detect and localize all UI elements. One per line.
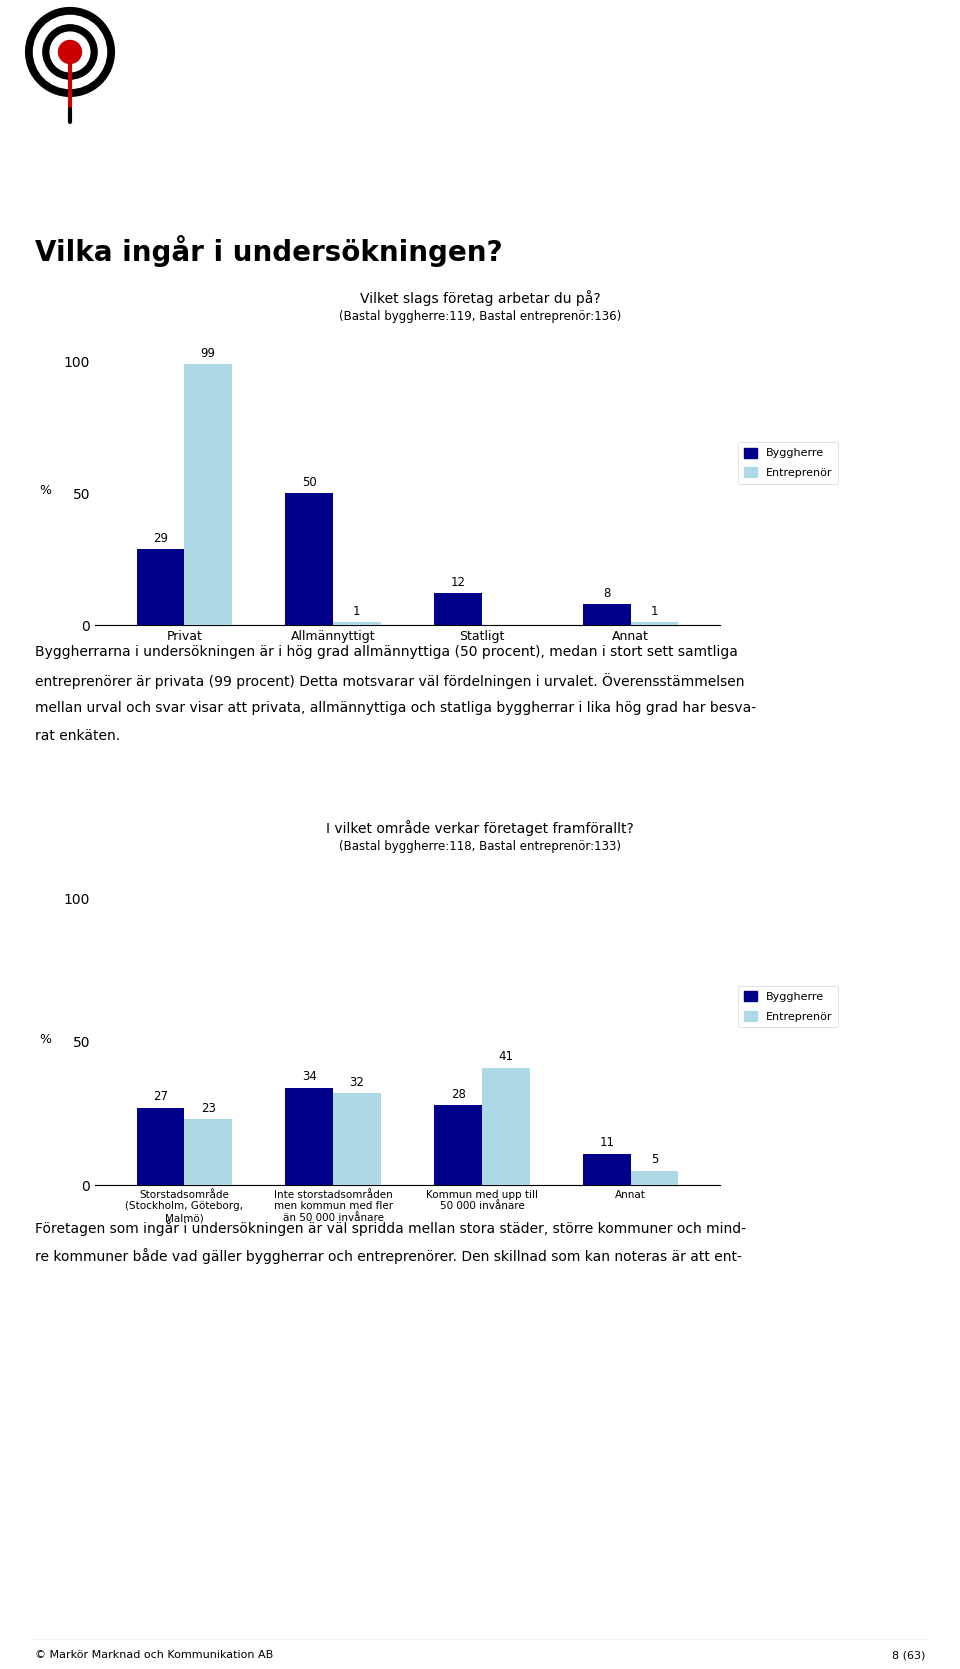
Y-axis label: %: % [39, 484, 51, 497]
Text: (Bastal byggherre:118, Bastal entreprenör:133): (Bastal byggherre:118, Bastal entreprenö… [339, 840, 621, 853]
Text: rat enkäten.: rat enkäten. [35, 729, 120, 743]
Text: 1: 1 [353, 606, 361, 619]
Bar [482, 1068, 530, 1185]
Circle shape [34, 15, 107, 88]
Text: (Bastal byggherre:119, Bastal entreprenör:136): (Bastal byggherre:119, Bastal entreprenö… [339, 310, 621, 324]
Text: Företagen som ingår i undersökningen är väl spridda mellan stora städer, större : Företagen som ingår i undersökningen är … [35, 1220, 746, 1237]
Text: re kommuner både vad gäller byggherrar och entreprenörer. Den skillnad som kan n: re kommuner både vad gäller byggherrar o… [35, 1248, 742, 1263]
Text: Vilket slags företag arbetar du på?: Vilket slags företag arbetar du på? [360, 290, 600, 305]
Text: entreprenörer är privata (99 procent) Detta motsvarar väl fördelningen i urvalet: entreprenörer är privata (99 procent) De… [35, 673, 745, 689]
Bar [136, 549, 184, 624]
Text: 27: 27 [153, 1090, 168, 1103]
Bar [434, 594, 482, 624]
Bar [184, 364, 232, 624]
Text: 8: 8 [603, 587, 611, 599]
Bar [583, 604, 631, 624]
Text: mellan urval och svar visar att privata, allmännyttiga och statliga byggherrar i: mellan urval och svar visar att privata,… [35, 701, 756, 714]
Text: 12: 12 [450, 576, 466, 589]
Text: 1: 1 [651, 606, 659, 619]
Text: 29: 29 [153, 532, 168, 544]
Text: I vilket område verkar företaget framförallt?: I vilket område verkar företaget framför… [326, 819, 634, 836]
Y-axis label: %: % [39, 1033, 51, 1046]
Circle shape [50, 32, 90, 72]
Bar [333, 1093, 381, 1185]
Text: 34: 34 [301, 1070, 317, 1083]
Bar [434, 1105, 482, 1185]
Text: 23: 23 [201, 1102, 216, 1115]
Text: 41: 41 [498, 1050, 514, 1063]
Text: 50: 50 [301, 476, 317, 489]
Text: © Markör Marknad och Kommunikation AB: © Markör Marknad och Kommunikation AB [35, 1651, 274, 1661]
Bar [285, 492, 333, 624]
Text: 5: 5 [651, 1153, 659, 1167]
Legend: Byggherre, Entreprenör: Byggherre, Entreprenör [738, 442, 838, 484]
Text: 8 (63): 8 (63) [892, 1651, 925, 1661]
Text: 28: 28 [450, 1088, 466, 1100]
Text: Vilka ingår i undersökningen?: Vilka ingår i undersökningen? [35, 235, 503, 267]
Bar [285, 1088, 333, 1185]
Bar [631, 1170, 679, 1185]
Text: 32: 32 [349, 1077, 365, 1090]
Bar [631, 623, 679, 624]
Circle shape [43, 25, 97, 78]
Text: 11: 11 [599, 1137, 614, 1150]
Bar [136, 1108, 184, 1185]
Text: Byggherrarna i undersökningen är i hög grad allmännyttiga (50 procent), medan i : Byggherrarna i undersökningen är i hög g… [35, 644, 738, 659]
Text: 99: 99 [201, 347, 216, 361]
Bar [184, 1120, 232, 1185]
Circle shape [59, 40, 82, 63]
Bar [333, 623, 381, 624]
Bar [583, 1153, 631, 1185]
Circle shape [26, 8, 114, 97]
Legend: Byggherre, Entreprenör: Byggherre, Entreprenör [738, 986, 838, 1028]
